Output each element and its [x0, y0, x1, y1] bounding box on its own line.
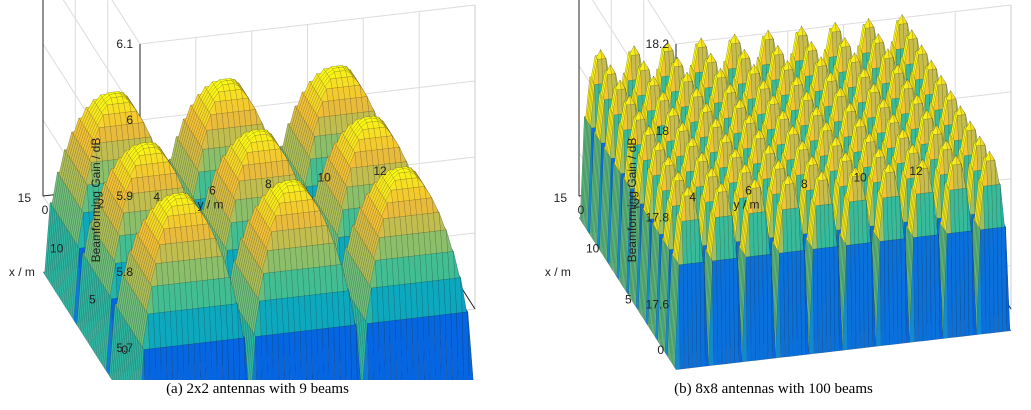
plot-b-y-tick-label: 0 — [578, 203, 585, 217]
plot-a-z-axis-label: Beamforming Gain / dB — [89, 138, 103, 263]
plot-b-surface — [578, 14, 1012, 370]
caption-b: (b) 8x8 antennas with 100 beams — [674, 381, 873, 397]
plot-b-y-tick-label: 12 — [909, 164, 923, 178]
plot-a-x-tick-label: 10 — [50, 242, 64, 256]
plot-a-y-tick-label: 10 — [317, 171, 331, 185]
plot-b-y-tick-label: 4 — [689, 190, 696, 204]
plot-a-x-tick-label: 5 — [89, 292, 96, 306]
plot-a-y-tick-label: 6 — [209, 184, 216, 198]
plot-a-surface — [42, 65, 474, 380]
plot-b-z-tick-label: 18 — [656, 124, 670, 138]
plot-b-y-tick-label: 6 — [745, 184, 752, 198]
plot-b-z-tick-label: 17.8 — [646, 211, 670, 225]
plot-a-x-axis-label: x / m — [9, 265, 35, 279]
plot-b-x-tick-label: 10 — [586, 242, 600, 256]
plot-a-z-tick-label: 5.8 — [116, 265, 133, 279]
plot-b-x-tick-label: 5 — [625, 292, 632, 306]
plot-a-y-tick-label: 8 — [265, 177, 272, 191]
plot-a-z-tick-label: 5.9 — [116, 189, 133, 203]
plot-a-tick-labels: 5.7 5.8 5.9 6 6.1 0 5 10 15 0 2 4 6 8 10 12 — [18, 37, 387, 357]
caption-a: (a) 2x2 antennas with 9 beams — [166, 381, 349, 397]
plot-b-z-tick-label: 18.2 — [646, 37, 670, 51]
plot-a-z-tick-label: 6 — [126, 113, 133, 127]
plot-a-y-tick-label: 2 — [97, 197, 104, 211]
plot-a-x-tick-label: 0 — [121, 343, 128, 357]
plot-b-y-axis-label: y / m — [734, 198, 760, 212]
surface-plot-b: 17.6 17.8 18 18.2 0 5 10 15 0 2 4 6 8 10 12 Beamforming… — [545, 0, 1012, 370]
plot-a-y-tick-label: 0 — [42, 203, 49, 217]
plot-b-y-tick-label: 2 — [633, 197, 640, 211]
plot-b-x-axis-label: x / m — [545, 265, 571, 279]
chart-panel-b: 17.6 17.8 18 18.2 0 5 10 15 0 2 4 6 8 10 12 Beamforming… — [516, 0, 1031, 410]
plot-a-y-tick-label: 4 — [153, 190, 160, 204]
plot-b-z-tick-label: 17.6 — [646, 298, 670, 312]
plot-a-y-axis-label: y / m — [198, 198, 224, 212]
chart-panel-a: 5.7 5.8 5.9 6 6.1 0 5 10 15 0 2 4 6 8 10 12 Beamforming … — [0, 0, 515, 410]
plot-a-y-tick-label: 12 — [373, 164, 387, 178]
plot-a-z-tick-label: 5.7 — [116, 341, 133, 355]
plot-b-x-tick-label: 15 — [554, 191, 568, 205]
plot-b-y-tick-label: 8 — [801, 177, 808, 191]
plot-b-y-tick-label: 10 — [853, 171, 867, 185]
surface-plot-a: 5.7 5.8 5.9 6 6.1 0 5 10 15 0 2 4 6 8 10 12 Beamforming … — [9, 0, 476, 380]
plot-a-x-tick-label: 15 — [18, 191, 32, 205]
plot-b-tick-labels: 17.6 17.8 18 18.2 0 5 10 15 0 2 4 6 8 10 12 — [554, 37, 923, 357]
plot-a-z-tick-label: 6.1 — [116, 37, 133, 51]
plot-b-z-axis-label: Beamforming Gain / dB — [625, 138, 639, 263]
plot-b-x-tick-label: 0 — [657, 343, 664, 357]
